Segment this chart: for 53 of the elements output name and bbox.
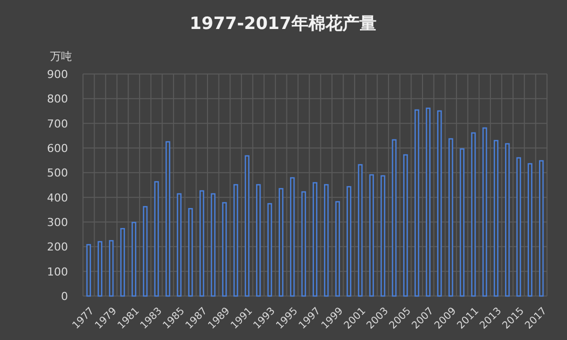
bar bbox=[460, 148, 464, 297]
bar bbox=[312, 182, 318, 297]
bar bbox=[426, 108, 431, 297]
bar bbox=[403, 154, 408, 297]
chart-title: 1977-2017年棉花产量 bbox=[190, 14, 376, 34]
bar bbox=[199, 190, 204, 297]
y-tick-label: 300 bbox=[47, 216, 68, 229]
bar bbox=[301, 191, 306, 297]
bar bbox=[448, 138, 454, 297]
bar bbox=[392, 139, 397, 297]
bar bbox=[267, 203, 272, 297]
bar bbox=[154, 181, 159, 297]
bar bbox=[290, 177, 295, 297]
bar bbox=[437, 110, 442, 297]
y-tick-label: 900 bbox=[47, 68, 68, 81]
y-axis-title: 万吨 bbox=[50, 50, 72, 63]
bar bbox=[98, 241, 102, 297]
bar bbox=[176, 193, 182, 297]
bar bbox=[210, 193, 216, 297]
bar bbox=[120, 228, 125, 297]
bar bbox=[233, 184, 238, 297]
bar bbox=[516, 157, 522, 297]
bar bbox=[494, 140, 498, 297]
bar bbox=[108, 240, 114, 297]
bar bbox=[86, 244, 92, 297]
y-tick-label: 400 bbox=[47, 191, 68, 204]
bar bbox=[505, 143, 510, 297]
y-tick-label: 100 bbox=[47, 265, 68, 278]
bar bbox=[324, 184, 329, 297]
bar bbox=[471, 132, 476, 297]
bar bbox=[278, 188, 284, 297]
bar bbox=[222, 202, 227, 297]
y-tick-label: 800 bbox=[47, 92, 68, 106]
bar bbox=[538, 160, 544, 297]
y-tick-label: 700 bbox=[47, 117, 68, 130]
bar bbox=[358, 164, 363, 297]
bar bbox=[346, 186, 352, 297]
bar bbox=[380, 175, 386, 297]
bar bbox=[142, 206, 148, 297]
bar bbox=[335, 201, 340, 297]
bar bbox=[528, 163, 532, 297]
bar bbox=[188, 208, 193, 297]
y-tick-label: 500 bbox=[47, 166, 68, 180]
y-tick-label: 0 bbox=[61, 290, 68, 303]
bar bbox=[414, 109, 420, 297]
bar bbox=[256, 184, 261, 297]
bar bbox=[132, 222, 136, 297]
y-tick-label: 200 bbox=[47, 240, 68, 254]
bar bbox=[166, 141, 170, 297]
bar bbox=[369, 174, 374, 297]
y-tick-label: 600 bbox=[47, 142, 68, 155]
bar bbox=[482, 127, 488, 297]
bar bbox=[244, 155, 250, 297]
